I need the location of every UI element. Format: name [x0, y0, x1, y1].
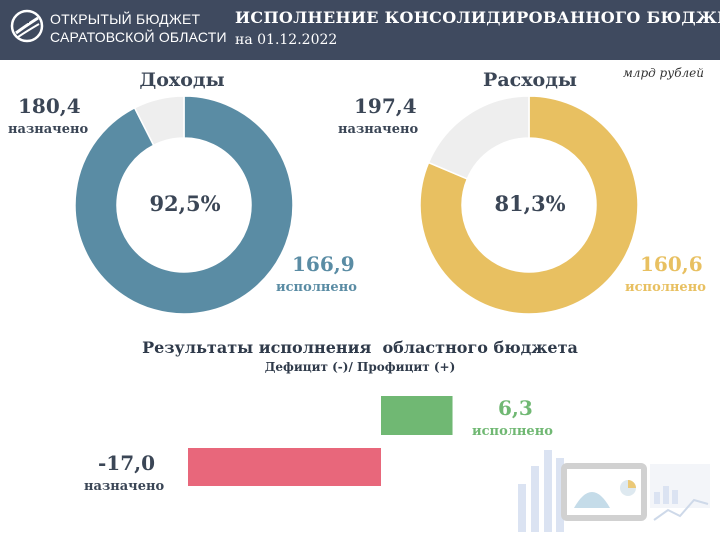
income-title: Доходы — [139, 69, 224, 91]
expense-remaining-slice — [427, 95, 530, 180]
brand-name: ОТКРЫТЫЙ БЮДЖЕТ САРАТОВСКОЙ ОБЛАСТИ — [50, 10, 227, 46]
income-remaining-slice — [133, 95, 185, 147]
income-executed-value: 166,9 — [292, 252, 355, 276]
income-planned-value: 180,4 — [18, 94, 81, 118]
expense-planned-label: назначено — [338, 122, 419, 137]
brand-line-2: САРАТОВСКОЙ ОБЛАСТИ — [50, 29, 227, 45]
expense-planned-value: 197,4 — [354, 94, 417, 118]
income-donut-chart: Доходы 92,5% — [74, 69, 294, 315]
expense-executed-value: 160,6 — [640, 252, 703, 276]
income-executed-slice — [74, 95, 294, 315]
surplus-executed-value: 6,3 — [498, 396, 533, 420]
deficit-section-title: Результаты исполнения областного бюджета — [142, 338, 578, 357]
deficit-bars — [188, 396, 453, 486]
income-planned-label: назначено — [8, 122, 89, 137]
deficit-section-subtitle: Дефицит (-)/ Профицит (+) — [264, 360, 456, 374]
expense-executed-slice — [419, 95, 639, 315]
deficit-bar-chart — [188, 396, 710, 532]
surplus-executed-bar — [381, 396, 453, 435]
income-donut-slices — [74, 95, 294, 315]
expense-title: Расходы — [483, 69, 577, 91]
analytics-illustration — [518, 450, 710, 532]
header-bar: ОТКРЫТЫЙ БЮДЖЕТ САРАТОВСКОЙ ОБЛАСТИ ИСПО… — [0, 0, 720, 60]
deficit-planned-value: -17,0 — [98, 451, 156, 475]
surplus-executed-label: исполнено — [472, 424, 553, 439]
income-executed-label: исполнено — [276, 280, 357, 295]
page-title: ИСПОЛНЕНИЕ КОНСОЛИДИРОВАННОГО БЮДЖЕТА — [235, 8, 720, 27]
expense-donut-chart: Расходы 81,3% — [419, 69, 639, 315]
deficit-planned-label: назначено — [84, 479, 165, 494]
budget-logo-icon — [10, 9, 44, 43]
expense-percent: 81,3% — [494, 191, 565, 216]
income-percent: 92,5% — [149, 191, 220, 216]
unit-label: млрд рублей — [622, 66, 704, 80]
expense-donut-slices — [419, 95, 639, 315]
expense-executed-label: исполнено — [625, 280, 706, 295]
deficit-planned-bar — [188, 448, 381, 486]
brand-line-1: ОТКРЫТЫЙ БЮДЖЕТ — [50, 11, 201, 27]
page-date: на 01.12.2022 — [235, 32, 338, 48]
